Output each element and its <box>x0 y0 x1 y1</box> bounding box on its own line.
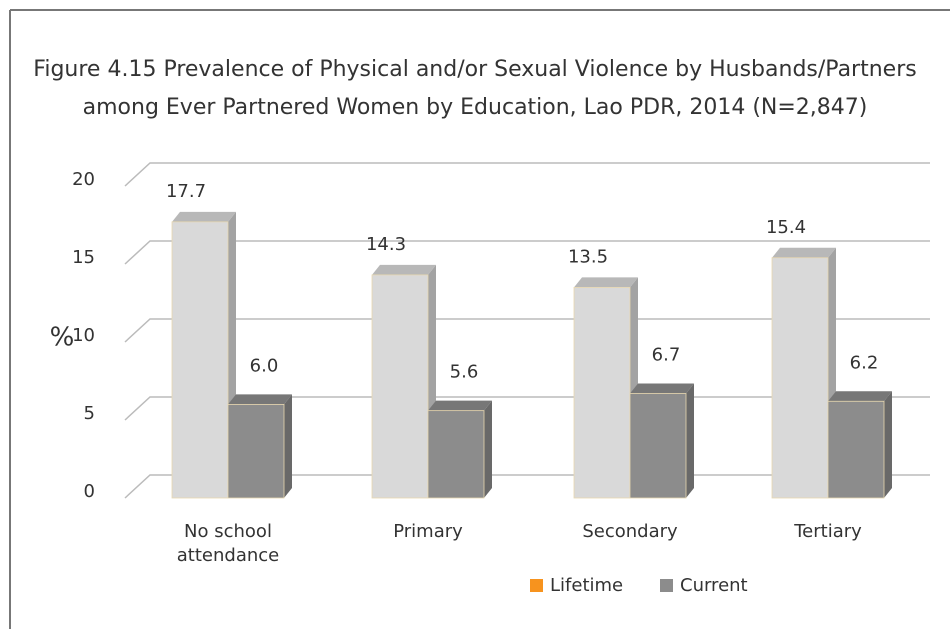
bar-top <box>772 247 836 258</box>
bar-side <box>484 400 492 498</box>
bar <box>629 393 687 499</box>
x-tick-label: No school attendance <box>176 521 280 566</box>
x-tick-label: Tertiary <box>794 521 862 542</box>
chart-title: Figure 4.15 Prevalence of Physical and/o… <box>33 57 916 82</box>
y-tick-label: 20 <box>72 169 95 190</box>
bar-top <box>172 211 236 222</box>
bar-top <box>428 400 492 411</box>
legend-swatch <box>660 579 673 592</box>
bar <box>427 410 485 499</box>
bar-top <box>630 383 694 394</box>
data-label: 17.7 <box>166 181 206 202</box>
bar <box>371 274 429 499</box>
grid-line <box>124 240 930 265</box>
data-label: 6.0 <box>250 355 279 376</box>
bar-top <box>574 277 638 288</box>
chart-title: among Ever Partnered Women by Education,… <box>83 95 868 120</box>
data-label: 6.7 <box>652 344 681 365</box>
legend-label: Current <box>680 575 748 596</box>
bar-side <box>686 383 694 498</box>
grid-line <box>124 318 930 343</box>
bar-side <box>284 394 292 498</box>
bar <box>771 257 829 499</box>
data-label: 5.6 <box>450 362 479 383</box>
bar <box>171 221 229 499</box>
grid-line <box>124 162 930 187</box>
bar <box>827 400 885 499</box>
y-tick-label: 15 <box>72 247 95 268</box>
data-label: 15.4 <box>766 217 806 238</box>
y-tick-label: 5 <box>84 403 95 424</box>
bar-top <box>228 394 292 405</box>
x-tick-label: Secondary <box>582 521 678 542</box>
y-tick-label: 0 <box>84 481 95 502</box>
data-label: 13.5 <box>568 246 608 267</box>
data-label: 6.2 <box>850 352 879 373</box>
data-label: 14.3 <box>366 234 406 255</box>
bar-side <box>884 391 892 498</box>
bar <box>573 286 631 499</box>
bar <box>227 403 285 499</box>
legend-swatch <box>530 579 543 592</box>
y-axis-label: % <box>50 323 75 353</box>
x-tick-label: Primary <box>393 521 463 542</box>
bar-top <box>372 264 436 275</box>
legend-label: Lifetime <box>550 575 623 596</box>
bar-top <box>828 391 892 402</box>
y-tick-label: 10 <box>72 325 95 346</box>
